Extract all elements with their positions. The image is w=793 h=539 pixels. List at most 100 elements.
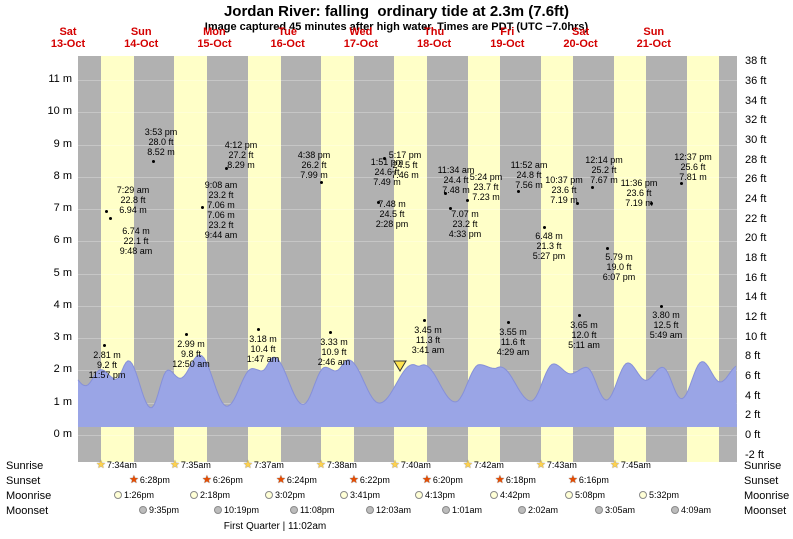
day-label: Thu 18-Oct bbox=[399, 26, 469, 50]
tide-annotation: 9:08 am 23.2 ft 7.06 m bbox=[194, 180, 248, 210]
day-label-dow: Wed bbox=[349, 26, 373, 38]
tide-annotation-line: 12.0 ft bbox=[571, 330, 597, 340]
tide-extreme-dot bbox=[606, 247, 609, 250]
y-axis-label-ft: 14 ft bbox=[745, 291, 767, 304]
tide-annotation: 2.99 m 9.8 ft 12:50 am bbox=[164, 339, 218, 369]
astro-time: 5:32pm bbox=[649, 490, 680, 500]
tide-annotation-line: 24.5 ft bbox=[379, 209, 405, 219]
tide-annotation-line: 21.3 ft bbox=[536, 241, 562, 251]
astro-time: 7:42am bbox=[473, 460, 504, 470]
gridline bbox=[78, 273, 737, 275]
astro-time: 3:41pm bbox=[350, 490, 381, 500]
tide-annotation-line: 12:50 am bbox=[172, 359, 210, 369]
astro-time: 11:08pm bbox=[300, 505, 335, 515]
y-axis-label-ft: 36 ft bbox=[745, 74, 767, 87]
astro-time: 4:42pm bbox=[500, 490, 531, 500]
astro-entry: 4:13pm bbox=[415, 490, 455, 500]
tide-annotation-line: 19.0 ft bbox=[606, 262, 632, 272]
tide-annotation-line: 24.6 ft bbox=[374, 167, 400, 177]
tide-annotation: 7:29 am 22.8 ft 6.94 m bbox=[106, 185, 160, 215]
tide-annotation-line: 7.46 m bbox=[391, 170, 419, 180]
tide-annotation: 3.55 m 11.6 ft 4:29 am bbox=[486, 327, 540, 357]
astro-row-label-right: Sunrise bbox=[744, 460, 782, 472]
tide-annotation-line: 5:24 pm bbox=[469, 172, 503, 182]
day-label-dow: Fri bbox=[500, 26, 515, 38]
tide-annotation-line: 23.2 ft bbox=[208, 190, 234, 200]
astro-entry: ★7:34am bbox=[96, 459, 137, 471]
tide-annotation-line: 9:44 am bbox=[204, 230, 238, 240]
tide-annotation: 11:36 pm 23.6 ft 7.19 m bbox=[612, 178, 666, 208]
tide-annotation-line: 3.65 m bbox=[570, 320, 598, 330]
day-label: Sun 21-Oct bbox=[619, 26, 689, 50]
tide-annotation-line: 12:14 pm bbox=[585, 155, 623, 165]
day-label-date: 13-Oct bbox=[50, 38, 86, 50]
sunset-star-icon: ★ bbox=[349, 474, 359, 486]
tide-annotation-line: 23.2 ft bbox=[208, 220, 234, 230]
day-label: Fri 19-Oct bbox=[472, 26, 542, 50]
y-axis-label-ft: 12 ft bbox=[745, 310, 767, 323]
astro-row-label-left: Sunrise bbox=[6, 460, 44, 472]
tide-extreme-dot bbox=[201, 206, 204, 209]
daylight-band bbox=[467, 56, 500, 462]
tide-extreme-dot bbox=[680, 182, 683, 185]
tide-annotation-line: 1:47 am bbox=[246, 354, 280, 364]
daylight-band bbox=[320, 56, 354, 462]
sunset-star-icon: ★ bbox=[495, 474, 505, 486]
astro-entry: ★6:28pm bbox=[129, 475, 170, 486]
astro-time: 6:28pm bbox=[139, 475, 170, 485]
astro-time: 2:18pm bbox=[200, 490, 231, 500]
day-label-date: 21-Oct bbox=[636, 38, 671, 50]
astro-entry: ★6:22pm bbox=[349, 474, 390, 486]
tide-annotation-line: 7.49 m bbox=[373, 177, 401, 187]
day-label-dow: Tue bbox=[278, 26, 298, 38]
y-axis-label-m: 8 m bbox=[53, 169, 72, 182]
day-label-dow: Thu bbox=[424, 26, 445, 38]
y-axis-label-m: 11 m bbox=[48, 73, 72, 86]
y-axis-label-m: 5 m bbox=[53, 266, 72, 279]
tide-extreme-dot bbox=[466, 199, 469, 202]
y-axis-label-ft: 34 ft bbox=[745, 94, 767, 107]
tide-annotation-line: 5:49 am bbox=[649, 330, 683, 340]
day-label: Tue 16-Oct bbox=[253, 26, 323, 50]
moonset-icon bbox=[442, 506, 450, 514]
tide-annotation-line: 3.45 m bbox=[414, 325, 442, 335]
day-label: Sun 14-Oct bbox=[106, 26, 176, 50]
moonrise-icon bbox=[490, 491, 498, 499]
tide-annotation-line: 2:28 pm bbox=[375, 219, 409, 229]
astro-time: 2:02am bbox=[528, 505, 559, 515]
astro-time: 9:35pm bbox=[149, 505, 180, 515]
y-axis-label-m: 1 m bbox=[53, 395, 72, 408]
tide-extreme-dot bbox=[185, 333, 188, 336]
sunrise-star-icon: ★ bbox=[463, 459, 473, 471]
astro-time: 7:37am bbox=[253, 460, 284, 470]
tide-extreme-dot bbox=[517, 190, 520, 193]
tide-annotation-line: 8.29 m bbox=[227, 160, 255, 170]
y-axis-label-m: 7 m bbox=[53, 202, 72, 215]
sunrise-star-icon: ★ bbox=[170, 459, 180, 471]
tide-annotation: 5:24 pm 23.7 ft 7.23 m bbox=[459, 172, 513, 202]
moonset-icon bbox=[366, 506, 374, 514]
tide-extreme-dot bbox=[320, 181, 323, 184]
moonrise-icon bbox=[415, 491, 423, 499]
astro-entry: ★6:16pm bbox=[568, 475, 609, 486]
astro-time: 4:09am bbox=[681, 505, 712, 515]
tide-extreme-dot bbox=[543, 226, 546, 229]
tide-annotation-line: 3:41 am bbox=[411, 345, 445, 355]
tide-annotation-line: 9.8 ft bbox=[180, 349, 201, 359]
moonset-icon bbox=[518, 506, 526, 514]
sunrise-star-icon: ★ bbox=[96, 459, 106, 471]
gridline bbox=[78, 402, 737, 404]
astro-time: 6:24pm bbox=[286, 475, 317, 485]
tide-annotation-line: 9:48 am bbox=[119, 246, 153, 256]
astro-entry: 12:03am bbox=[366, 505, 411, 515]
tide-annotation: 7.48 m 24.5 ft 2:28 pm bbox=[365, 199, 419, 229]
tide-annotation: 3.18 m 10.4 ft 1:47 am bbox=[236, 334, 290, 364]
tide-annotation-line: 5:17 pm bbox=[388, 150, 422, 160]
astro-entry: 2:02am bbox=[518, 505, 558, 515]
tide-extreme-dot bbox=[578, 314, 581, 317]
astro-time: 6:18pm bbox=[505, 475, 536, 485]
astro-time: 7:35am bbox=[180, 460, 211, 470]
tide-annotation-line: 7.19 m bbox=[625, 198, 653, 208]
tide-annotation: 12:37 pm 25.6 ft 7.81 m bbox=[666, 152, 720, 182]
astro-entry: 5:32pm bbox=[639, 490, 679, 500]
